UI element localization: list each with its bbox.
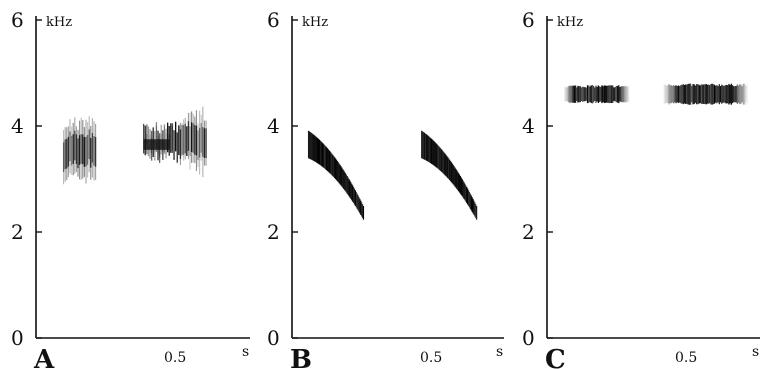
y-tick-label: 2 <box>11 220 24 244</box>
y-tick-label: 4 <box>522 114 535 138</box>
x-tick-label: 0.5 <box>675 350 697 366</box>
x-axis-unit-label: s <box>496 344 503 360</box>
y-tick-label: 0 <box>11 326 24 350</box>
y-axis-unit-label: kHz <box>557 15 583 30</box>
y-tick-label: 0 <box>522 326 535 350</box>
panel-letter: A <box>33 345 55 369</box>
x-axis-unit-label: s <box>242 344 249 360</box>
y-tick-label: 4 <box>267 114 280 138</box>
x-axis-unit-label: s <box>752 344 759 360</box>
y-tick-label: 6 <box>267 8 280 32</box>
y-tick-label: 6 <box>11 8 24 32</box>
note-1 <box>307 130 365 220</box>
y-tick-label: 4 <box>11 114 24 138</box>
y-tick-label: 2 <box>267 220 280 244</box>
x-tick-label: 0.5 <box>164 350 186 366</box>
y-tick-label: 0 <box>267 326 280 350</box>
panel-letter: B <box>290 345 312 369</box>
panel-letter: C <box>545 345 566 369</box>
y-tick-label: 6 <box>522 8 535 32</box>
y-tick-label: 2 <box>522 220 535 244</box>
note-onset <box>143 139 170 150</box>
note-2 <box>663 83 748 105</box>
note-2 <box>421 130 478 220</box>
note-2 <box>142 106 207 178</box>
spectrogram-panel-a: 0 2 4 6 kHz 0.5 s A <box>11 8 250 369</box>
y-axis-unit-label: kHz <box>46 15 72 30</box>
x-tick-label: 0.5 <box>420 350 442 366</box>
y-axis-unit-label: kHz <box>302 15 328 30</box>
note-1 <box>62 116 97 185</box>
spectrogram-panel-b: 0 2 4 6 kHz 0.5 s B <box>267 8 504 369</box>
spectrogram-panel-c: 0 2 4 6 kHz 0.5 s C <box>522 8 760 369</box>
note-1 <box>564 84 630 104</box>
